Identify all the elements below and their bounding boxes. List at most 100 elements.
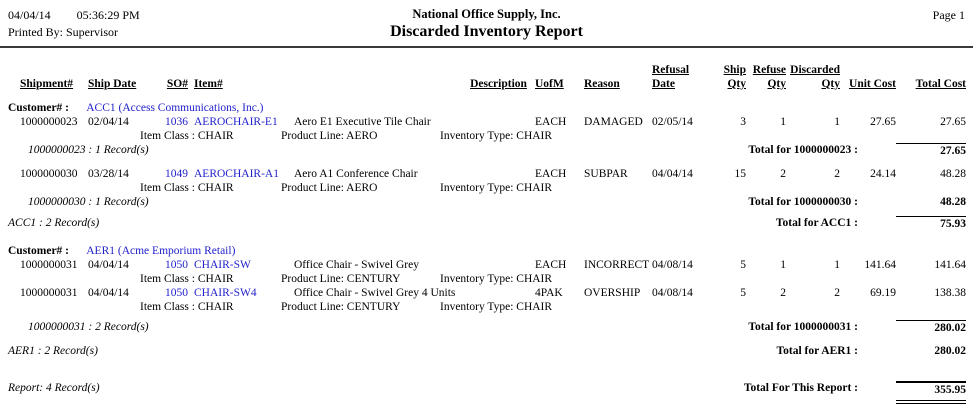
customer-label: Customer# : <box>8 102 69 114</box>
total-label: Total for 1000000030 : <box>748 196 858 208</box>
item-link[interactable]: AEROCHAIR-E1 <box>194 116 278 128</box>
description: Aero A1 Conference Chair <box>294 168 418 180</box>
total-label: Total For This Report : <box>743 382 858 394</box>
item-class: Item Class : CHAIR <box>140 301 234 313</box>
shipment-total-row: 1000000031 : 2 Record(s) Total for 10000… <box>0 320 973 336</box>
record-count: ACC1 : 2 Record(s) <box>8 217 100 229</box>
customer-link[interactable]: ACC1 (Access Communications, Inc.) <box>86 102 264 114</box>
page-header: 04/04/14 05:36:29 PM Printed By: Supervis… <box>0 0 973 42</box>
item-link[interactable]: AEROCHAIR-A1 <box>194 168 279 180</box>
record-count: 1000000030 : 1 Record(s) <box>28 196 149 208</box>
item-detail-row: Item Class : CHAIR Product Line: AERO In… <box>0 181 973 195</box>
customer-total-row: AER1 : 2 Record(s) Total for AER1 : 280.… <box>0 344 973 359</box>
col-description: Description <box>470 78 527 90</box>
refuse-qty: 2 <box>780 287 786 299</box>
unit-cost: 69.19 <box>870 287 896 299</box>
printed-by: Printed By: Supervisor <box>8 25 118 39</box>
reason: INCORRECT <box>584 259 650 271</box>
so-link[interactable]: 1050 <box>165 287 188 299</box>
record-count: 1000000031 : 2 Record(s) <box>28 321 149 333</box>
print-date: 04/04/14 <box>8 8 51 22</box>
record-count: AER1 : 2 Record(s) <box>8 345 98 357</box>
uofm: EACH <box>535 116 567 128</box>
item-class: Item Class : CHAIR <box>140 273 234 285</box>
inventory-type: Inventory Type: CHAIR <box>440 301 553 313</box>
table-row: 1000000031 04/04/14 1050 CHAIR-SW4 Offic… <box>0 286 973 300</box>
ship-date: 04/04/14 <box>88 287 129 299</box>
so-link[interactable]: 1049 <box>165 168 188 180</box>
total-cost: 138.38 <box>934 287 966 299</box>
total-cost: 27.65 <box>940 116 966 128</box>
discarded-qty: 2 <box>834 168 840 180</box>
item-link[interactable]: CHAIR-SW <box>194 259 251 271</box>
item-link[interactable]: CHAIR-SW4 <box>194 287 257 299</box>
shipment-number: 1000000031 <box>20 259 78 271</box>
total-value: 280.02 <box>934 345 966 357</box>
description: Aero E1 Executive Tile Chair <box>294 116 431 128</box>
total-value: 48.28 <box>940 196 966 208</box>
col-uofm: UofM <box>535 78 564 90</box>
report-title: Discarded Inventory Report <box>390 23 583 40</box>
refusal-date: 04/08/14 <box>652 259 693 271</box>
page-number: Page 1 <box>932 8 965 22</box>
customer-header: Customer# : ACC1 (Access Communications,… <box>0 101 973 115</box>
ship-date: 02/04/14 <box>88 116 129 128</box>
col-refusal: Refusal <box>652 64 690 76</box>
col-refuse: Refuse <box>752 64 786 76</box>
total-value: 75.93 <box>896 216 966 232</box>
col-ship-qty: Qty <box>727 78 746 90</box>
shipment-total-row: 1000000030 : 1 Record(s) Total for 10000… <box>0 195 973 210</box>
col-ship: Ship <box>723 64 746 76</box>
col-discarded-qty: Qty <box>821 78 840 90</box>
customer-link[interactable]: AER1 (Acme Emporium Retail) <box>86 245 236 257</box>
unit-cost: 27.65 <box>870 116 896 128</box>
print-time: 05:36:29 PM <box>76 8 140 22</box>
uofm: 4PAK <box>535 287 563 299</box>
so-link[interactable]: 1050 <box>165 259 188 271</box>
shipment-total-row: 1000000023 : 1 Record(s) Total for 10000… <box>0 143 973 159</box>
total-label: Total for AER1 : <box>776 345 858 357</box>
header-divider <box>0 46 973 48</box>
reason: DAMAGED <box>584 116 643 128</box>
refusal-date: 04/08/14 <box>652 287 693 299</box>
total-value: 27.65 <box>896 143 966 159</box>
description: Office Chair - Swivel Grey <box>294 259 419 271</box>
refusal-date: 02/05/14 <box>652 116 693 128</box>
item-detail-row: Item Class : CHAIR Product Line: CENTURY… <box>0 272 973 286</box>
ship-date: 03/28/14 <box>88 168 129 180</box>
unit-cost: 141.64 <box>864 259 896 271</box>
shipment-number: 1000000030 <box>20 168 78 180</box>
ship-qty: 5 <box>740 287 746 299</box>
total-label: Total for 1000000031 : <box>748 321 858 333</box>
customer-header: Customer# : AER1 (Acme Emporium Retail) <box>0 244 973 258</box>
product-line: Product Line: CENTURY <box>281 301 401 313</box>
total-label: Total for 1000000023 : <box>748 144 858 156</box>
table-row: 1000000031 04/04/14 1050 CHAIR-SW Office… <box>0 258 973 272</box>
inventory-type: Inventory Type: CHAIR <box>440 130 553 142</box>
column-headers-top: Refusal Ship Refuse Discarded <box>0 63 973 77</box>
refusal-date: 04/04/14 <box>652 168 693 180</box>
discarded-qty: 2 <box>834 287 840 299</box>
item-class: Item Class : CHAIR <box>140 130 234 142</box>
customer-label: Customer# : <box>8 245 69 257</box>
discarded-qty: 1 <box>834 259 840 271</box>
ship-qty: 15 <box>734 168 747 180</box>
col-item: Item# <box>194 78 223 90</box>
customer-total-row: ACC1 : 2 Record(s) Total for ACC1 : 75.9… <box>0 216 973 232</box>
so-link[interactable]: 1036 <box>165 116 188 128</box>
col-shipment: Shipment# <box>20 78 74 90</box>
refuse-qty: 1 <box>780 116 786 128</box>
inventory-type: Inventory Type: CHAIR <box>440 273 553 285</box>
total-cost: 48.28 <box>940 168 966 180</box>
total-cost: 141.64 <box>934 259 966 271</box>
col-ship-date: Ship Date <box>88 78 137 90</box>
record-count: Report: 4 Record(s) <box>8 382 100 394</box>
uofm: EACH <box>535 168 567 180</box>
product-line: Product Line: AERO <box>281 182 378 194</box>
item-detail-row: Item Class : CHAIR Product Line: CENTURY… <box>0 300 973 314</box>
shipment-number: 1000000023 <box>20 116 78 128</box>
ship-date: 04/04/14 <box>88 259 129 271</box>
table-row: 1000000023 02/04/14 1036 AEROCHAIR-E1 Ae… <box>0 115 973 129</box>
ship-qty: 3 <box>740 116 746 128</box>
